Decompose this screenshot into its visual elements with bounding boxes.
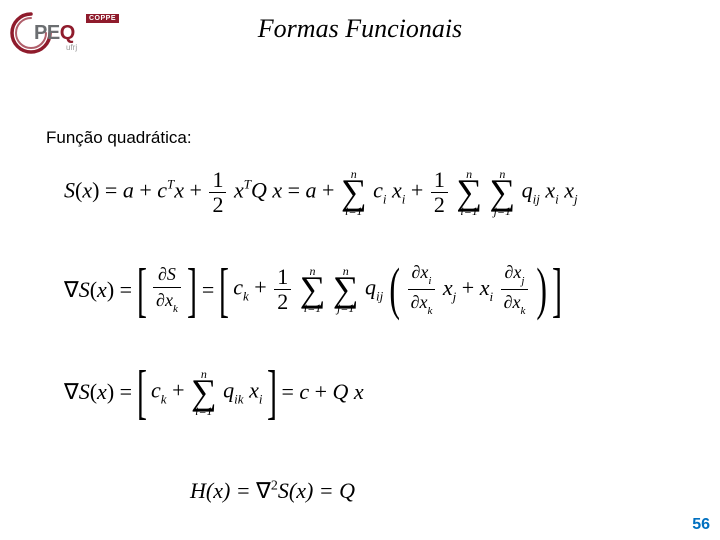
formula-grad-expanded: ∇S(x) = [ ∂S∂xk ] = [ ck + 12 n∑i=1 n∑j=… bbox=[64, 262, 624, 317]
page-number: 56 bbox=[692, 516, 710, 534]
formula-s-of-x: S(x) = a + cTx + 12 xTQ x = a + n∑i=1 ci… bbox=[64, 168, 684, 217]
ufrj-label: ufrj bbox=[66, 43, 77, 52]
page-title: Formas Funcionais bbox=[0, 14, 720, 44]
subheading: Função quadrática: bbox=[46, 128, 192, 148]
formula-grad-simplified: ∇S(x) = [ ck + n∑i=1 qik xi ] = c + Q x bbox=[64, 368, 484, 417]
formula-hessian: H(x) = ∇2S(x) = Q bbox=[190, 478, 355, 504]
